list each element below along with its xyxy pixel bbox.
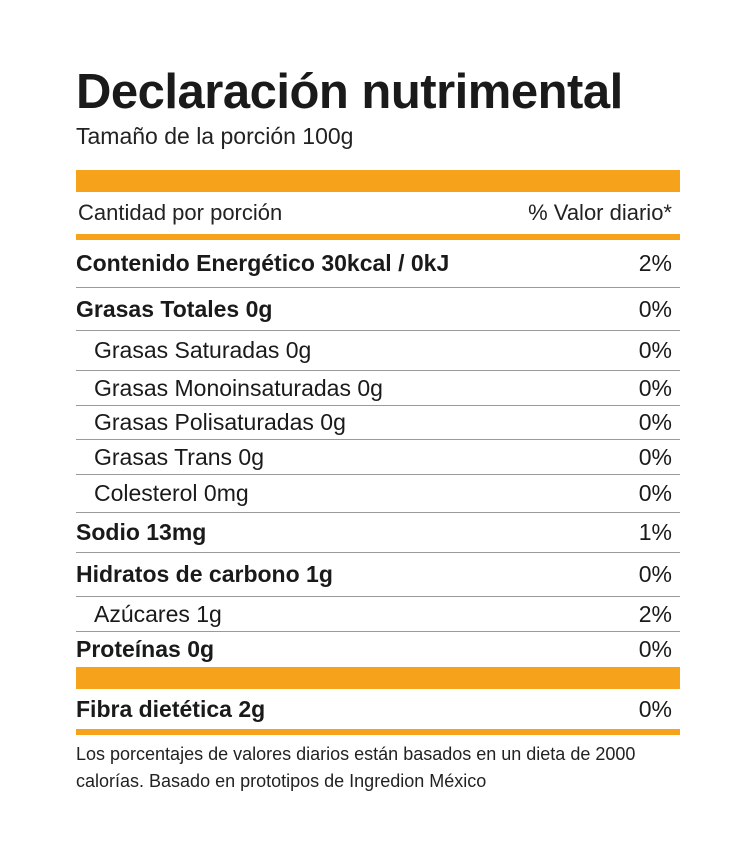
- fiber-accent-bar: [76, 667, 680, 689]
- nutrient-name: Colesterol 0mg: [94, 480, 249, 506]
- nutrient-name: Grasas Trans 0g: [94, 443, 265, 470]
- nutrient-row-polyunsaturated-fat: Grasas Polisaturadas 0g 0%: [76, 406, 680, 440]
- nutrient-row-energy: Contenido Energético 30kcal / 0kJ 2%: [76, 240, 680, 288]
- nutrient-name: Azúcares 1g: [94, 600, 222, 627]
- amount-per-serving-label: Cantidad por porción: [78, 200, 283, 225]
- nutrient-row-carbohydrates: Hidratos de carbono 1g 0%: [76, 553, 680, 597]
- nutrient-percent: 0%: [638, 374, 672, 401]
- footnote: Los porcentajes de valores diarios están…: [76, 744, 636, 791]
- nutrient-percent: 0%: [638, 295, 672, 322]
- nutrient-percent: 0%: [638, 480, 672, 506]
- nutrient-name: Contenido Energético 30kcal / 0kJ: [76, 250, 450, 276]
- nutrition-label: Declaración nutrimental Tamaño de la por…: [76, 62, 680, 795]
- nutrient-row-fiber: Fibra dietética 2g 0%: [76, 689, 680, 729]
- nutrient-row-sodium: Sodio 13mg 1%: [76, 513, 680, 553]
- nutrient-row-monounsaturated-fat: Grasas Monoinsaturadas 0g 0%: [76, 371, 680, 406]
- nutrient-name: Proteínas 0g: [76, 636, 215, 662]
- nutrient-percent: 1%: [638, 519, 672, 545]
- nutrient-row-total-fat: Grasas Totales 0g 0%: [76, 288, 680, 331]
- top-accent-bar: [76, 170, 680, 192]
- nutrient-name: Grasas Monoinsaturadas 0g: [94, 374, 383, 401]
- nutrient-row-cholesterol: Colesterol 0mg 0%: [76, 475, 680, 513]
- nutrient-row-protein: Proteínas 0g 0%: [76, 632, 680, 667]
- column-header: Cantidad por porción % Valor diario*: [76, 192, 680, 234]
- nutrient-row-sugars: Azúcares 1g 2%: [76, 597, 680, 632]
- nutrient-percent: 0%: [638, 443, 672, 470]
- nutrient-percent: 2%: [638, 250, 672, 276]
- nutrient-percent: 0%: [638, 561, 672, 587]
- nutrient-name: Sodio 13mg: [76, 519, 207, 545]
- nutrient-percent: 0%: [638, 337, 672, 363]
- nutrient-rows: Contenido Energético 30kcal / 0kJ 2% Gra…: [76, 240, 680, 667]
- nutrient-row-trans-fat: Grasas Trans 0g 0%: [76, 440, 680, 475]
- nutrient-name: Fibra dietética 2g: [76, 695, 266, 722]
- nutrient-percent: 0%: [638, 695, 672, 722]
- nutrient-percent: 2%: [638, 600, 672, 627]
- label-title: Declaración nutrimental: [76, 65, 623, 119]
- serving-size: Tamaño de la porción 100g: [76, 123, 354, 149]
- header-accent-bar: [76, 234, 680, 240]
- bottom-accent-bar: [76, 729, 680, 735]
- nutrient-row-saturated-fat: Grasas Saturadas 0g 0%: [76, 331, 680, 371]
- nutrient-percent: 0%: [638, 409, 672, 435]
- nutrient-name: Grasas Totales 0g: [76, 295, 273, 322]
- nutrient-name: Hidratos de carbono 1g: [76, 561, 333, 587]
- daily-value-label: % Valor diario*: [528, 200, 672, 225]
- nutrient-percent: 0%: [638, 636, 672, 662]
- nutrient-name: Grasas Saturadas 0g: [94, 337, 312, 363]
- nutrient-name: Grasas Polisaturadas 0g: [94, 409, 346, 435]
